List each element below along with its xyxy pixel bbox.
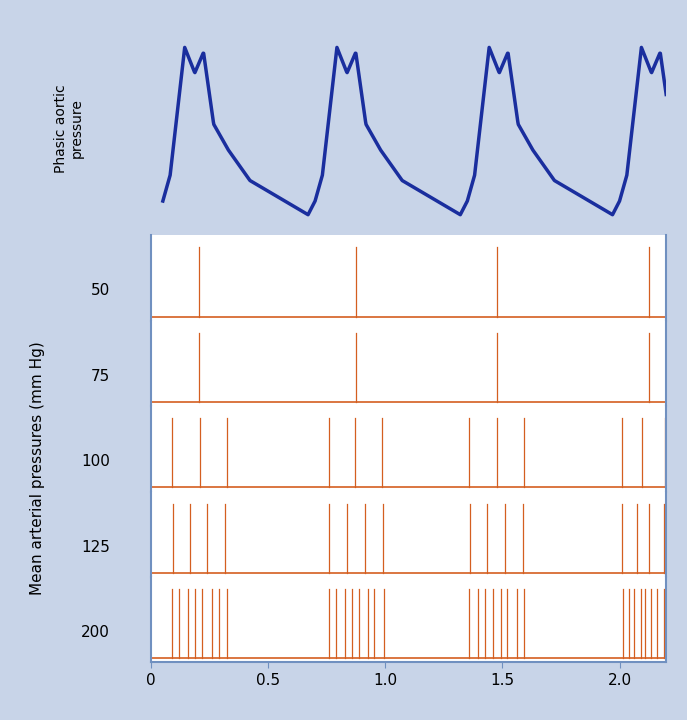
Text: 75: 75 — [91, 369, 110, 384]
Text: 50: 50 — [91, 283, 110, 298]
Text: 100: 100 — [81, 454, 110, 469]
Text: Mean arterial pressures (mm Hg): Mean arterial pressures (mm Hg) — [30, 341, 45, 595]
Text: 200: 200 — [81, 625, 110, 640]
Text: Phasic aortic
pressure: Phasic aortic pressure — [54, 84, 84, 173]
Text: 125: 125 — [81, 539, 110, 554]
